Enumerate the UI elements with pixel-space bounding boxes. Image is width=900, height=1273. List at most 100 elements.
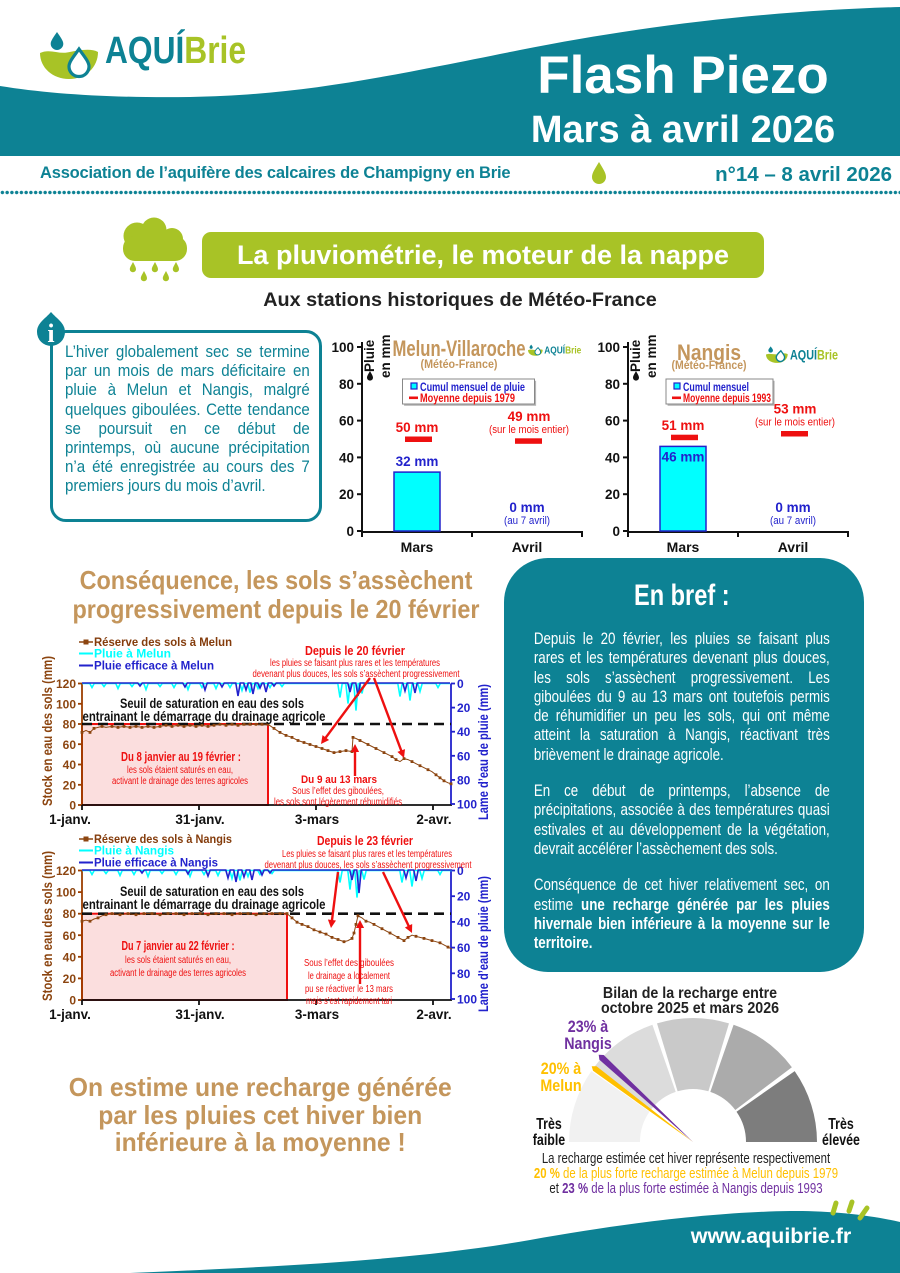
- svg-text:(au 7 avril): (au 7 avril): [504, 515, 550, 527]
- svg-text:AQUÍBrie: AQUÍBrie: [105, 28, 246, 72]
- svg-text:(Météo-France): (Météo-France): [421, 357, 498, 371]
- svg-text:80: 80: [339, 377, 354, 392]
- svg-text:100: 100: [457, 798, 477, 812]
- svg-text:0 mm: 0 mm: [509, 500, 544, 515]
- svg-text:120: 120: [56, 864, 76, 878]
- svg-text:31-janv.: 31-janv.: [175, 1007, 224, 1022]
- svg-text:Du 8 janvier au 19 février :: Du 8 janvier au 19 février :: [121, 750, 241, 764]
- svg-text:devenant plus douces, les sols: devenant plus douces, les sols s’assèche…: [265, 860, 472, 871]
- svg-text:60: 60: [605, 414, 620, 429]
- svg-text:49 mm: 49 mm: [508, 409, 551, 424]
- svg-text:pu se réactiver le 13 mars: pu se réactiver le 13 mars: [305, 984, 393, 995]
- svg-text:0: 0: [69, 799, 76, 813]
- svg-text:60: 60: [63, 738, 77, 752]
- svg-text:www.aquibrie.fr: www.aquibrie.fr: [690, 1224, 852, 1248]
- svg-text:120: 120: [56, 677, 76, 691]
- svg-text:1-janv.: 1-janv.: [49, 812, 91, 827]
- svg-text:Les pluies se faisant plus rar: Les pluies se faisant plus rares et les …: [282, 849, 452, 860]
- svg-text:les sols sont légèrement réhum: les sols sont légèrement réhumidifiés: [274, 797, 402, 808]
- svg-text:40: 40: [339, 450, 354, 465]
- svg-text:devenant plus douces, les sols: devenant plus douces, les sols s’assèche…: [253, 669, 460, 680]
- svg-text:20: 20: [605, 487, 620, 502]
- svg-text:80: 80: [63, 718, 77, 732]
- svg-text:Réserve des sols à Melun: Réserve des sols à Melun: [94, 635, 232, 649]
- svg-text:40: 40: [457, 915, 471, 929]
- svg-text:(au 7 avril): (au 7 avril): [770, 515, 816, 527]
- svg-text:100: 100: [457, 993, 477, 1007]
- svg-text:60: 60: [339, 414, 354, 429]
- svg-text:Seuil de saturation en eau des: Seuil de saturation en eau des sols: [120, 884, 304, 899]
- svg-text:(Météo-France): (Météo-France): [672, 358, 747, 372]
- svg-text:mais s’est rapidement tari: mais s’est rapidement tari: [306, 996, 392, 1007]
- svg-text:Pluie à Melun: Pluie à Melun: [94, 647, 171, 661]
- svg-text:51 mm: 51 mm: [662, 418, 705, 433]
- svg-text:80: 80: [457, 773, 471, 787]
- svg-text:2-avr.: 2-avr.: [416, 1007, 451, 1022]
- svg-text:20: 20: [339, 487, 354, 502]
- svg-text:40: 40: [63, 950, 77, 964]
- svg-text:20: 20: [457, 890, 471, 904]
- svg-text:Pluie efficace à Melun: Pluie efficace à Melun: [94, 659, 214, 673]
- svg-text:Pluie à Nangis: Pluie à Nangis: [94, 844, 174, 858]
- svg-text:Avril: Avril: [778, 539, 809, 555]
- svg-text:0: 0: [457, 677, 464, 691]
- svg-text:entrainant le démarrage du dr: entrainant le démarrage du drainage agri…: [83, 897, 326, 912]
- svg-text:les sols étaient saturés en ea: les sols étaient saturés en eau,: [127, 765, 233, 776]
- svg-text:2-avr.: 2-avr.: [416, 812, 451, 827]
- svg-text:60: 60: [457, 941, 471, 955]
- svg-text:Seuil de saturation en eau des: Seuil de saturation en eau des sols: [120, 696, 304, 711]
- svg-text:20: 20: [63, 972, 77, 986]
- svg-text:Réserve des sols à Nangis: Réserve des sols à Nangis: [94, 832, 232, 846]
- svg-text:40: 40: [605, 450, 620, 465]
- svg-text:100: 100: [56, 886, 76, 900]
- svg-text:en mm: en mm: [378, 334, 393, 378]
- svg-text:AQUÍBrie: AQUÍBrie: [790, 347, 838, 363]
- svg-text:3-mars: 3-mars: [295, 812, 339, 827]
- svg-text:31-janv.: 31-janv.: [175, 812, 224, 827]
- svg-text:Melun-Villaroche: Melun-Villaroche: [393, 336, 526, 361]
- svg-text:Cumul mensuel: Cumul mensuel: [683, 382, 749, 394]
- svg-text:les pluies se faisant plus rar: les pluies se faisant plus rares et les …: [270, 658, 440, 669]
- svg-text:i: i: [47, 319, 54, 348]
- svg-text:0: 0: [69, 994, 76, 1008]
- svg-text:en mm: en mm: [644, 334, 659, 378]
- svg-text:Du 7 janvier au 22 février :: Du 7 janvier au 22 février :: [122, 939, 235, 953]
- svg-text:Stock en eau des sols (mm): Stock en eau des sols (mm): [40, 656, 55, 806]
- svg-text:Pluie efficace à Nangis: Pluie efficace à Nangis: [94, 856, 218, 870]
- svg-text:Depuis le 23 février: Depuis le 23 février: [317, 834, 413, 848]
- svg-text:32 mm: 32 mm: [396, 454, 439, 469]
- svg-text:50 mm: 50 mm: [396, 420, 439, 435]
- svg-text:80: 80: [605, 377, 620, 392]
- svg-text:Mars à avril 2026: Mars à avril 2026: [531, 109, 835, 151]
- svg-text:activant le drainage des terre: activant le drainage des terres agricole…: [110, 968, 246, 979]
- svg-text:0 mm: 0 mm: [775, 500, 810, 515]
- svg-text:100: 100: [597, 340, 620, 355]
- svg-text:Sous l’effet des giboulées: Sous l’effet des giboulées: [304, 958, 394, 969]
- svg-text:Stock en eau des sols (mm): Stock en eau des sols (mm): [40, 851, 55, 1001]
- svg-text:80: 80: [63, 907, 77, 921]
- svg-text:AQUÍBrie: AQUÍBrie: [544, 344, 581, 357]
- svg-text:les sols étaient saturés en ea: les sols étaient saturés en eau,: [125, 955, 231, 966]
- svg-text:Du 9 au 13 mars: Du 9 au 13 mars: [301, 774, 377, 786]
- svg-text:60: 60: [457, 749, 471, 763]
- svg-text:entrainant le démarrage du dra: entrainant le démarrage du drainage agri…: [83, 709, 326, 724]
- svg-text:20: 20: [63, 778, 77, 792]
- svg-text:40: 40: [63, 758, 77, 772]
- svg-text:Cumul mensuel de pluie: Cumul mensuel de pluie: [420, 382, 525, 394]
- svg-text:Pluie: Pluie: [362, 339, 377, 372]
- svg-text:Nangis: Nangis: [677, 340, 741, 365]
- svg-text:20: 20: [457, 701, 471, 715]
- svg-text:3-mars: 3-mars: [295, 1007, 339, 1022]
- svg-text:Moyenne depuis 1979: Moyenne depuis 1979: [420, 393, 515, 405]
- svg-text:(sur le mois entier): (sur le mois entier): [489, 424, 569, 436]
- svg-text:1-janv.: 1-janv.: [49, 1007, 91, 1022]
- svg-text:100: 100: [331, 340, 354, 355]
- svg-text:Sous l’effet des giboulées,: Sous l’effet des giboulées,: [292, 786, 384, 797]
- svg-text:(sur le mois entier): (sur le mois entier): [755, 416, 835, 428]
- svg-text:0: 0: [612, 524, 620, 539]
- svg-text:53 mm: 53 mm: [774, 401, 817, 416]
- svg-text:0: 0: [457, 864, 464, 878]
- svg-text:Pluie: Pluie: [628, 339, 643, 372]
- svg-text:Mars: Mars: [401, 539, 434, 555]
- svg-text:Flash Piezo: Flash Piezo: [537, 46, 829, 105]
